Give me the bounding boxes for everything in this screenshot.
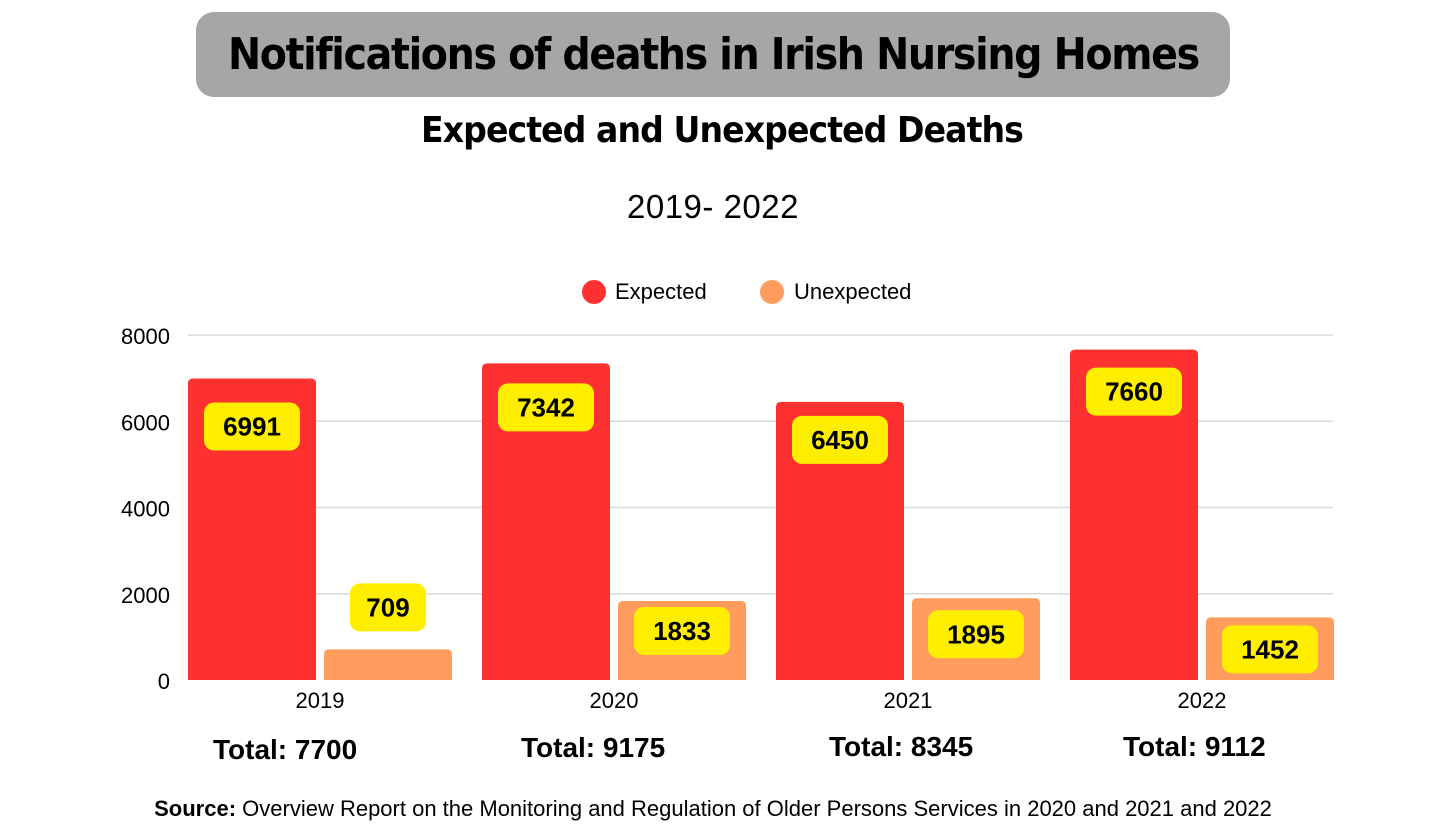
chart-subtitle: Expected and Unexpected Deaths — [421, 110, 1024, 151]
legend-unexpected-swatch — [760, 280, 784, 304]
legend-expected-label: Expected — [615, 279, 707, 304]
x-tick-label-2019: 2019 — [296, 688, 345, 713]
title-box: Notifications of deaths in Irish Nursing… — [196, 12, 1230, 97]
value-label-bg-unexpected-2019 — [350, 583, 426, 632]
total-2020: Total: 9175 — [521, 732, 666, 763]
total-2019: Total: 7700 — [213, 734, 358, 765]
legend-unexpected-label: Unexpected — [794, 279, 911, 304]
value-label-bg-unexpected-2020 — [634, 606, 730, 655]
value-labels: 6991 709 7342 1833 6450 1895 7660 1452 — [204, 367, 1318, 674]
value-label-expected-2022: 7660 — [1105, 377, 1163, 407]
source-note: Source: Overview Report on the Monitorin… — [0, 796, 1426, 822]
x-tick-label-2022: 2022 — [1178, 688, 1227, 713]
value-label-expected-2021: 6450 — [811, 425, 869, 455]
value-label-bg-expected-2019 — [204, 402, 300, 451]
source-label: Source: — [154, 796, 237, 821]
value-label-bg-unexpected-2021 — [928, 610, 1024, 659]
bar-expected-2020 — [482, 363, 610, 680]
total-2022: Total: 9112 — [1123, 731, 1266, 762]
total-2021: Total: 8345 — [829, 731, 974, 762]
y-tick-label: 8000 — [121, 324, 170, 349]
x-axis-ticks: 2019 2020 2021 2022 — [296, 688, 1227, 713]
value-label-bg-expected-2022 — [1086, 367, 1182, 416]
value-label-expected-2020: 7342 — [517, 392, 575, 422]
value-label-expected-2019: 6991 — [223, 412, 281, 442]
y-tick-label: 6000 — [121, 410, 170, 435]
bar-expected-2022 — [1070, 349, 1198, 680]
bar-expected-2019 — [188, 378, 316, 680]
y-axis-ticks: 0 2000 4000 6000 8000 — [121, 324, 170, 694]
source-text: Overview Report on the Monitoring and Re… — [236, 796, 1272, 821]
value-label-bg-expected-2020 — [498, 383, 594, 432]
value-label-unexpected-2020: 1833 — [653, 616, 711, 646]
value-label-bg-expected-2021 — [792, 415, 888, 464]
y-tick-label: 0 — [158, 669, 170, 694]
page-title: Notifications of deaths in Irish Nursing… — [227, 29, 1200, 80]
value-label-unexpected-2022: 1452 — [1241, 634, 1299, 664]
legend-expected-swatch — [582, 280, 606, 304]
value-label-unexpected-2019: 709 — [366, 592, 409, 622]
legend: Expected Unexpected — [582, 279, 911, 304]
value-label-bg-unexpected-2022 — [1222, 625, 1318, 674]
y-tick-label: 2000 — [121, 583, 170, 608]
y-tick-label: 4000 — [121, 497, 170, 522]
value-label-unexpected-2021: 1895 — [947, 619, 1005, 649]
bar-unexpected-2019 — [324, 649, 452, 680]
bar-expected-2021 — [776, 401, 904, 680]
x-tick-label-2021: 2021 — [884, 688, 933, 713]
chart-period: 2019- 2022 — [627, 188, 799, 225]
x-tick-label-2020: 2020 — [590, 688, 639, 713]
